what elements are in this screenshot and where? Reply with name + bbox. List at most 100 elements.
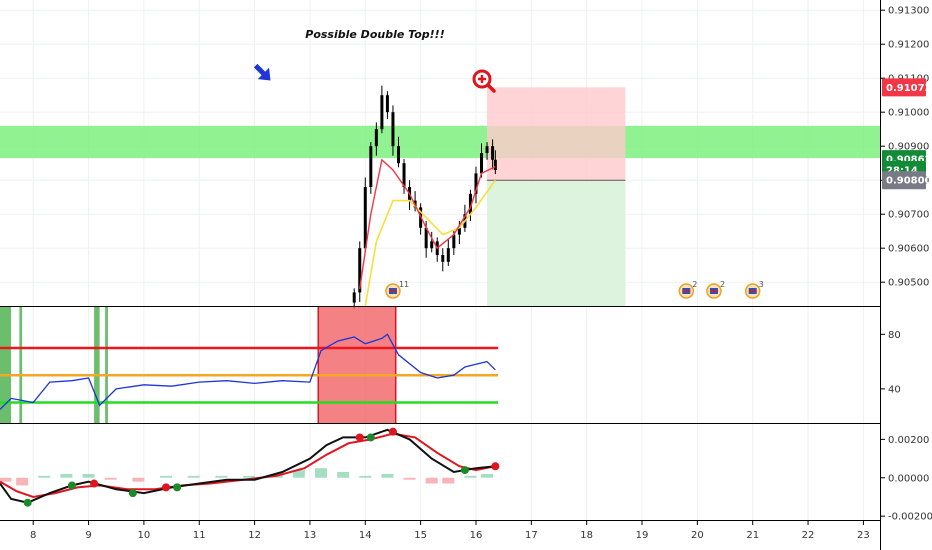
drawing-overlays: 11 2 2 3 xyxy=(253,63,764,299)
macd-cross-marker xyxy=(67,481,76,490)
candle-body xyxy=(352,292,356,303)
candle-body xyxy=(391,112,395,147)
blue-arrow-icon xyxy=(253,63,271,81)
time-tick-label: 11 xyxy=(193,530,206,541)
time-tick-label: 14 xyxy=(359,530,372,541)
time-tick-label: 21 xyxy=(746,530,759,541)
macd-line xyxy=(0,428,496,504)
macd-histogram-bar xyxy=(315,468,328,478)
price-panel[interactable] xyxy=(0,85,880,424)
candle-body xyxy=(369,146,373,187)
macd-histogram-bar xyxy=(0,477,12,482)
oversold-band xyxy=(94,307,100,423)
candle-body xyxy=(480,153,484,174)
candle-body xyxy=(446,248,450,262)
time-tick-label: 22 xyxy=(802,530,815,541)
macd-tick-label: 0.00200 xyxy=(888,435,929,446)
time-tick-label: 10 xyxy=(138,530,151,541)
macd-cross-marker xyxy=(355,433,364,442)
price-tick-label: 0.91200 xyxy=(888,40,929,51)
ema-fast-line xyxy=(359,158,496,290)
macd-panel[interactable] xyxy=(0,427,880,521)
candle-body xyxy=(402,163,406,187)
rsi-line xyxy=(0,333,496,410)
price-axis[interactable]: 0.913000.912000.911000.910000.909000.908… xyxy=(880,0,932,550)
macd-histogram-bar xyxy=(359,475,372,478)
macd-histogram-bar xyxy=(104,477,117,480)
magnifier-handle xyxy=(486,83,496,93)
candle-body xyxy=(380,95,384,130)
time-tick-label: 18 xyxy=(580,530,593,541)
candle-body xyxy=(396,146,400,164)
take-profit-zone xyxy=(487,180,626,306)
macd-cross-marker xyxy=(388,427,397,436)
macd-histogram-bar xyxy=(464,475,477,478)
price-badge-label: 0.91073 xyxy=(886,83,932,94)
candle-body xyxy=(385,95,389,113)
candle-body xyxy=(441,255,445,262)
magnifier-plus-icon xyxy=(472,69,496,93)
price-badge-label: 28:14 xyxy=(886,166,918,177)
macd-histogram-bar xyxy=(60,473,73,478)
time-axis[interactable]: 8 9 10 11 12 13 14 15 16 17 18 19 20 21 22 23 xyxy=(30,520,870,541)
candle-body xyxy=(452,234,456,249)
macd-histogram-bar xyxy=(160,475,173,478)
macd-cross-marker xyxy=(90,479,99,488)
oversold-band xyxy=(0,307,12,423)
ema-slow-line xyxy=(364,179,496,307)
flag-icon: 2 xyxy=(678,280,697,299)
time-tick-label: 13 xyxy=(304,530,317,541)
arrow-head xyxy=(257,67,271,81)
macd-histogram-bar xyxy=(38,475,51,478)
time-tick-label: 9 xyxy=(85,530,91,541)
candle-body xyxy=(474,173,478,194)
price-tick-label: 0.90500 xyxy=(888,278,929,289)
stop-loss-zone xyxy=(487,87,626,181)
rsi-tick-label: 40 xyxy=(888,384,901,395)
overbought-region xyxy=(318,307,396,423)
candle-body xyxy=(424,227,428,249)
macd-histogram-bar xyxy=(337,472,350,478)
annotation-text: Possible Double Top!!! xyxy=(305,28,444,41)
grid-lines xyxy=(0,0,880,520)
macd-histogram-bar xyxy=(292,470,305,478)
candle-body xyxy=(457,227,461,235)
price-badge xyxy=(882,171,926,190)
macd-histogram-bar xyxy=(243,475,256,478)
candle-body xyxy=(358,248,362,293)
macd-cross-marker xyxy=(23,498,32,507)
macd-cross-marker xyxy=(366,433,375,442)
macd-histogram-bar xyxy=(132,477,145,482)
rsi-tick-label: 80 xyxy=(888,330,901,341)
macd-cross-marker xyxy=(173,483,182,492)
candle-body xyxy=(430,241,434,249)
flag-icon: 11 xyxy=(385,280,409,299)
time-tick-label: 16 xyxy=(470,530,483,541)
event-count: 3 xyxy=(759,280,764,289)
time-tick-label: 19 xyxy=(636,530,649,541)
time-tick-label: 17 xyxy=(525,530,538,541)
macd-histogram-bar xyxy=(16,477,29,486)
time-tick-label: 20 xyxy=(691,530,704,541)
price-tick-label: 0.91000 xyxy=(888,108,929,119)
time-tick-label: 8 xyxy=(30,530,36,541)
price-tick-label: 0.90700 xyxy=(888,210,929,221)
macd-histogram-bar xyxy=(481,473,494,478)
time-tick-label: 12 xyxy=(248,530,261,541)
candle-body xyxy=(493,159,497,170)
event-count: 11 xyxy=(399,280,409,289)
price-tick-label: 0.90900 xyxy=(888,142,929,153)
macd-cross-marker xyxy=(460,466,469,475)
macd-tick-label: -0.00200 xyxy=(888,512,932,523)
macd-histogram-bar xyxy=(425,477,438,484)
event-count: 2 xyxy=(692,280,697,289)
price-tick-label: 0.91300 xyxy=(888,6,929,17)
macd-histogram-bar xyxy=(187,475,200,478)
rsi-panel[interactable] xyxy=(0,307,499,423)
macd-histogram-bar xyxy=(403,477,416,480)
candle-body xyxy=(491,146,495,160)
price-badge xyxy=(882,78,926,97)
time-tick-label: 23 xyxy=(857,530,870,541)
supply-zone xyxy=(0,125,880,159)
